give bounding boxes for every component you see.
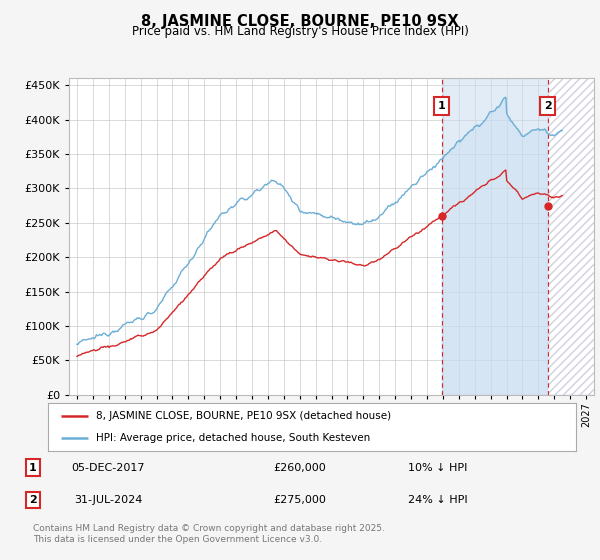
Text: 05-DEC-2017: 05-DEC-2017 bbox=[71, 463, 145, 473]
Text: Price paid vs. HM Land Registry's House Price Index (HPI): Price paid vs. HM Land Registry's House … bbox=[131, 25, 469, 38]
Text: £260,000: £260,000 bbox=[274, 463, 326, 473]
Text: 24% ↓ HPI: 24% ↓ HPI bbox=[408, 495, 468, 505]
Text: 1: 1 bbox=[29, 463, 37, 473]
Text: 31-JUL-2024: 31-JUL-2024 bbox=[74, 495, 142, 505]
Text: HPI: Average price, detached house, South Kesteven: HPI: Average price, detached house, Sout… bbox=[95, 433, 370, 443]
Bar bbox=[548, 78, 600, 395]
Bar bbox=[442, 78, 548, 395]
Text: 2: 2 bbox=[29, 495, 37, 505]
Text: 8, JASMINE CLOSE, BOURNE, PE10 9SX: 8, JASMINE CLOSE, BOURNE, PE10 9SX bbox=[141, 14, 459, 29]
Text: 2: 2 bbox=[544, 101, 551, 111]
Text: Contains HM Land Registry data © Crown copyright and database right 2025.
This d: Contains HM Land Registry data © Crown c… bbox=[33, 524, 385, 544]
Text: 10% ↓ HPI: 10% ↓ HPI bbox=[409, 463, 467, 473]
Text: 8, JASMINE CLOSE, BOURNE, PE10 9SX (detached house): 8, JASMINE CLOSE, BOURNE, PE10 9SX (deta… bbox=[95, 411, 391, 421]
Text: 1: 1 bbox=[438, 101, 445, 111]
Text: £275,000: £275,000 bbox=[274, 495, 326, 505]
Bar bbox=[548, 78, 600, 395]
